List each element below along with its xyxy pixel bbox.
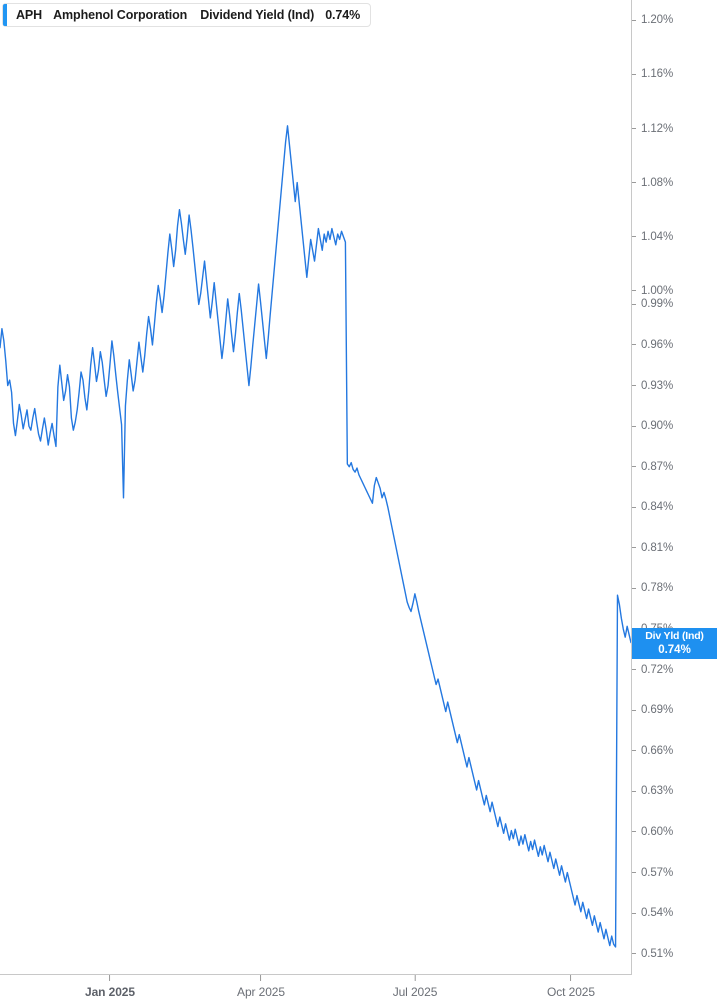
y-tick-mark xyxy=(632,669,636,671)
y-axis: 1.20% 1.16% 1.12% 1.08% 1.04% 1.00% 0.99% 0.96%… xyxy=(632,0,717,975)
y-tick-label: 0.69% xyxy=(641,704,674,717)
y-axis-tick: 0.81% xyxy=(632,541,673,555)
y-tick-mark xyxy=(632,790,636,792)
y-tick-mark xyxy=(632,466,636,468)
y-tick-mark xyxy=(632,547,636,549)
y-tick-label: 0.51% xyxy=(641,947,674,960)
x-tick-mark xyxy=(414,975,416,981)
x-tick-mark xyxy=(260,975,262,981)
y-tick-label: 0.60% xyxy=(641,825,674,838)
legend-metric-label: Dividend Yield (Ind) xyxy=(200,8,315,22)
y-tick-label: 0.81% xyxy=(641,541,674,554)
y-tick-label: 0.99% xyxy=(641,298,674,311)
y-axis-tick: 1.04% xyxy=(632,230,673,244)
x-axis-tick: Apr 2025 xyxy=(237,975,285,999)
y-tick-mark xyxy=(632,750,636,752)
y-tick-label: 0.84% xyxy=(641,501,674,514)
badge-metric-value: 0.74% xyxy=(658,643,691,656)
x-tick-label: Oct 2025 xyxy=(547,985,595,999)
y-axis-tick: 0.51% xyxy=(632,947,673,961)
x-axis-tick: Oct 2025 xyxy=(547,975,595,999)
chart-legend[interactable]: APH Amphenol Corporation Dividend Yield … xyxy=(2,3,372,27)
y-axis-tick: 0.72% xyxy=(632,663,673,677)
x-axis: Jan 2025 Apr 2025 Jul 2025 Oct 2025 xyxy=(0,975,632,1005)
y-tick-mark xyxy=(632,236,636,238)
y-tick-mark xyxy=(632,709,636,711)
y-axis-tick: 0.63% xyxy=(632,784,673,798)
chart-plot-area[interactable] xyxy=(0,0,632,975)
y-tick-mark xyxy=(632,182,636,184)
dividend-yield-series xyxy=(0,125,631,948)
legend-metric-value: 0.74% xyxy=(325,8,361,22)
legend-company-name: Amphenol Corporation xyxy=(53,8,188,22)
y-tick-label: 0.57% xyxy=(641,866,674,879)
y-tick-mark xyxy=(632,19,636,21)
y-axis-tick: 0.87% xyxy=(632,460,673,474)
y-tick-mark xyxy=(632,872,636,874)
y-axis-tick: 0.99% xyxy=(632,297,673,311)
y-tick-mark xyxy=(632,831,636,833)
y-tick-mark xyxy=(632,953,636,955)
y-tick-mark xyxy=(632,303,636,305)
y-axis-tick: 1.16% xyxy=(632,67,673,81)
x-tick-label: Apr 2025 xyxy=(237,985,285,999)
y-axis-tick: 0.54% xyxy=(632,906,673,920)
y-axis-tick: 0.66% xyxy=(632,744,673,758)
x-tick-mark xyxy=(109,975,111,981)
y-axis-tick: 0.96% xyxy=(632,338,673,352)
y-tick-label: 0.78% xyxy=(641,582,674,595)
y-tick-mark xyxy=(632,128,636,129)
x-axis-tick: Jul 2025 xyxy=(392,975,438,999)
y-axis-tick: 0.78% xyxy=(632,581,673,595)
y-tick-mark xyxy=(632,425,636,427)
y-axis-tick: 0.84% xyxy=(632,500,673,514)
y-axis-tick: 1.08% xyxy=(632,176,673,190)
y-axis-tick: 0.69% xyxy=(632,703,673,717)
y-axis-tick: 0.57% xyxy=(632,866,673,880)
y-tick-label: 1.20% xyxy=(641,14,674,27)
x-tick-label: Jul 2025 xyxy=(392,985,438,999)
current-value-badge: Div Yld (Ind) 0.74% xyxy=(632,627,717,659)
y-tick-mark xyxy=(632,290,636,292)
y-tick-mark xyxy=(632,587,636,589)
y-tick-label: 1.08% xyxy=(641,176,674,189)
y-tick-label: 0.72% xyxy=(641,663,674,676)
dividend-yield-line-chart xyxy=(0,125,631,948)
y-tick-label: 0.54% xyxy=(641,907,674,920)
y-tick-mark xyxy=(632,344,636,346)
y-tick-label: 0.66% xyxy=(641,744,674,757)
legend-accent-bar xyxy=(3,4,7,26)
x-tick-label: Jan 2025 xyxy=(85,985,135,999)
y-tick-label: 0.93% xyxy=(641,379,674,392)
legend-ticker: APH xyxy=(16,8,43,22)
x-axis-tick: Jan 2025 xyxy=(85,975,135,999)
y-tick-label: 0.63% xyxy=(641,785,674,798)
y-tick-label: 1.16% xyxy=(641,68,674,81)
y-axis-tick: 0.60% xyxy=(632,825,673,839)
y-tick-mark xyxy=(632,73,636,75)
y-axis-tick: 1.12% xyxy=(632,122,673,136)
y-tick-mark xyxy=(632,912,636,914)
y-tick-label: 1.04% xyxy=(641,230,674,243)
y-tick-mark xyxy=(632,385,636,387)
y-tick-label: 0.87% xyxy=(641,460,674,473)
y-tick-label: 0.90% xyxy=(641,420,674,433)
y-axis-tick: 0.93% xyxy=(632,379,673,393)
y-axis-tick: 0.90% xyxy=(632,419,673,433)
y-axis-tick: 1.00% xyxy=(632,284,673,298)
badge-metric-label: Div Yld (Ind) xyxy=(645,629,704,642)
x-tick-mark xyxy=(570,975,572,981)
y-tick-label: 1.00% xyxy=(641,284,674,297)
y-tick-label: 0.96% xyxy=(641,338,674,351)
y-axis-tick: 1.20% xyxy=(632,13,673,27)
y-tick-mark xyxy=(632,506,636,508)
y-tick-label: 1.12% xyxy=(641,122,674,135)
